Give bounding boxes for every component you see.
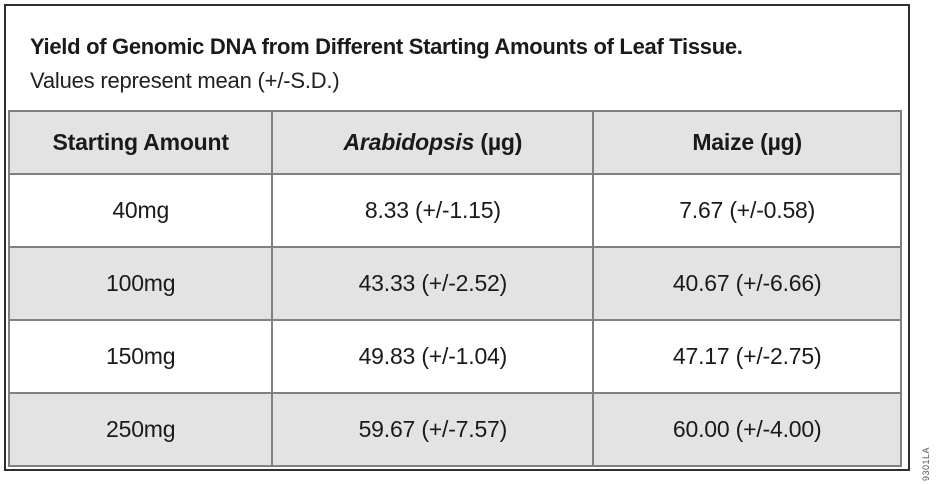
table-row-150mg: 150mg 49.83 (+/-1.04) 47.17 (+/-2.75) (7, 319, 902, 394)
cell-starting-amount: 100mg (7, 246, 274, 321)
cell-arabidopsis-yield: 8.33 (+/-1.15) (271, 173, 595, 248)
cell-maize-yield: 47.17 (+/-2.75) (592, 319, 902, 394)
figure-code: 9301LA (921, 446, 931, 481)
arabidopsis-unit: (µg) (474, 129, 523, 155)
figure-subtitle: Values represent mean (+/-S.D.) (30, 68, 340, 93)
cell-maize-yield: 40.67 (+/-6.66) (592, 246, 902, 321)
cell-maize-yield: 7.67 (+/-0.58) (592, 173, 902, 248)
cell-starting-amount: 250mg (7, 392, 274, 467)
cell-starting-amount: 150mg (7, 319, 274, 394)
figure-frame: Yield of Genomic DNA from Different Star… (4, 4, 910, 471)
yield-table: Starting Amount Arabidopsis (µg) Maize (… (7, 110, 902, 467)
cell-arabidopsis-yield: 59.67 (+/-7.57) (271, 392, 595, 467)
table-row-40mg: 40mg 8.33 (+/-1.15) 7.67 (+/-0.58) (7, 173, 902, 248)
figure-title: Yield of Genomic DNA from Different Star… (30, 34, 743, 59)
figure-caption: Yield of Genomic DNA from Different Star… (6, 6, 908, 110)
table-row-100mg: 100mg 43.33 (+/-2.52) 40.67 (+/-6.66) (7, 246, 902, 321)
cell-starting-amount: 40mg (7, 173, 274, 248)
cell-maize-yield: 60.00 (+/-4.00) (592, 392, 902, 467)
table-header-row: Starting Amount Arabidopsis (µg) Maize (… (7, 110, 902, 175)
col-header-starting-amount: Starting Amount (7, 110, 274, 175)
table-row-250mg: 250mg 59.67 (+/-7.57) 60.00 (+/-4.00) (7, 392, 902, 467)
col-header-arabidopsis: Arabidopsis (µg) (271, 110, 595, 175)
cell-arabidopsis-yield: 43.33 (+/-2.52) (271, 246, 595, 321)
arabidopsis-species-name: Arabidopsis (343, 129, 475, 155)
cell-arabidopsis-yield: 49.83 (+/-1.04) (271, 319, 595, 394)
col-header-maize: Maize (µg) (592, 110, 902, 175)
